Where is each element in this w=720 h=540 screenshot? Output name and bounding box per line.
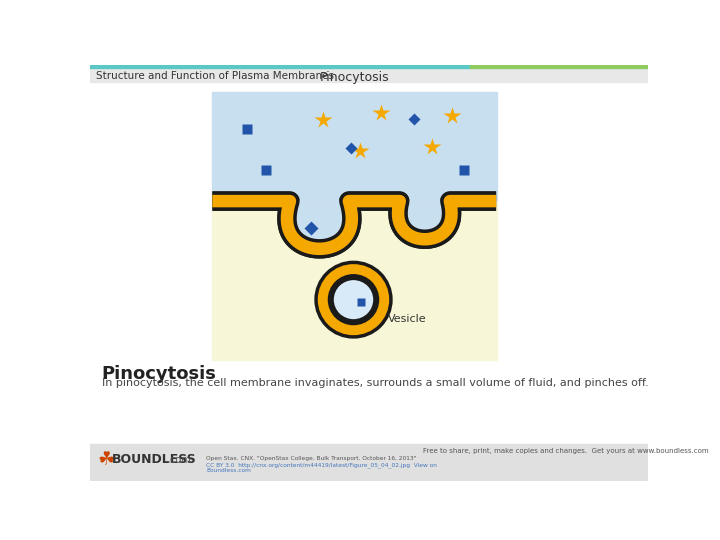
Polygon shape	[397, 201, 453, 239]
Text: In pinocytosis, the cell membrane invaginates, surrounds a small volume of fluid: In pinocytosis, the cell membrane invagi…	[102, 378, 649, 388]
Text: Vesicle: Vesicle	[388, 314, 427, 324]
Text: Pinocytosis: Pinocytosis	[102, 365, 217, 383]
Text: Pinocytosis: Pinocytosis	[320, 71, 389, 84]
Bar	[212, 201, 497, 360]
Text: CC BY 3.0  http://cnx.org/content/m44419/latest/Figure_05_04_02.jpg  View on: CC BY 3.0 http://cnx.org/content/m44419/…	[206, 462, 437, 468]
Text: Structure and Function of Plasma Membranes: Structure and Function of Plasma Membran…	[96, 71, 334, 80]
Polygon shape	[287, 201, 352, 249]
Bar	[212, 92, 497, 201]
Polygon shape	[287, 201, 352, 249]
Bar	[90, 444, 648, 481]
Circle shape	[330, 276, 377, 323]
Bar	[90, 65, 469, 68]
Text: BOUNDLESS: BOUNDLESS	[112, 453, 197, 467]
Text: ☘: ☘	[98, 450, 115, 469]
Bar	[469, 65, 648, 68]
Text: Boundless.com: Boundless.com	[206, 468, 251, 473]
Bar	[90, 65, 648, 82]
Polygon shape	[397, 201, 453, 239]
Text: Free to share, print, make copies and changes.  Get yours at www.boundless.com: Free to share, print, make copies and ch…	[423, 448, 709, 454]
Text: .com: .com	[168, 455, 192, 465]
Text: Open Stax. CNX. "OpenStax College. Bulk Transport. October 16, 2013": Open Stax. CNX. "OpenStax College. Bulk …	[206, 456, 420, 461]
